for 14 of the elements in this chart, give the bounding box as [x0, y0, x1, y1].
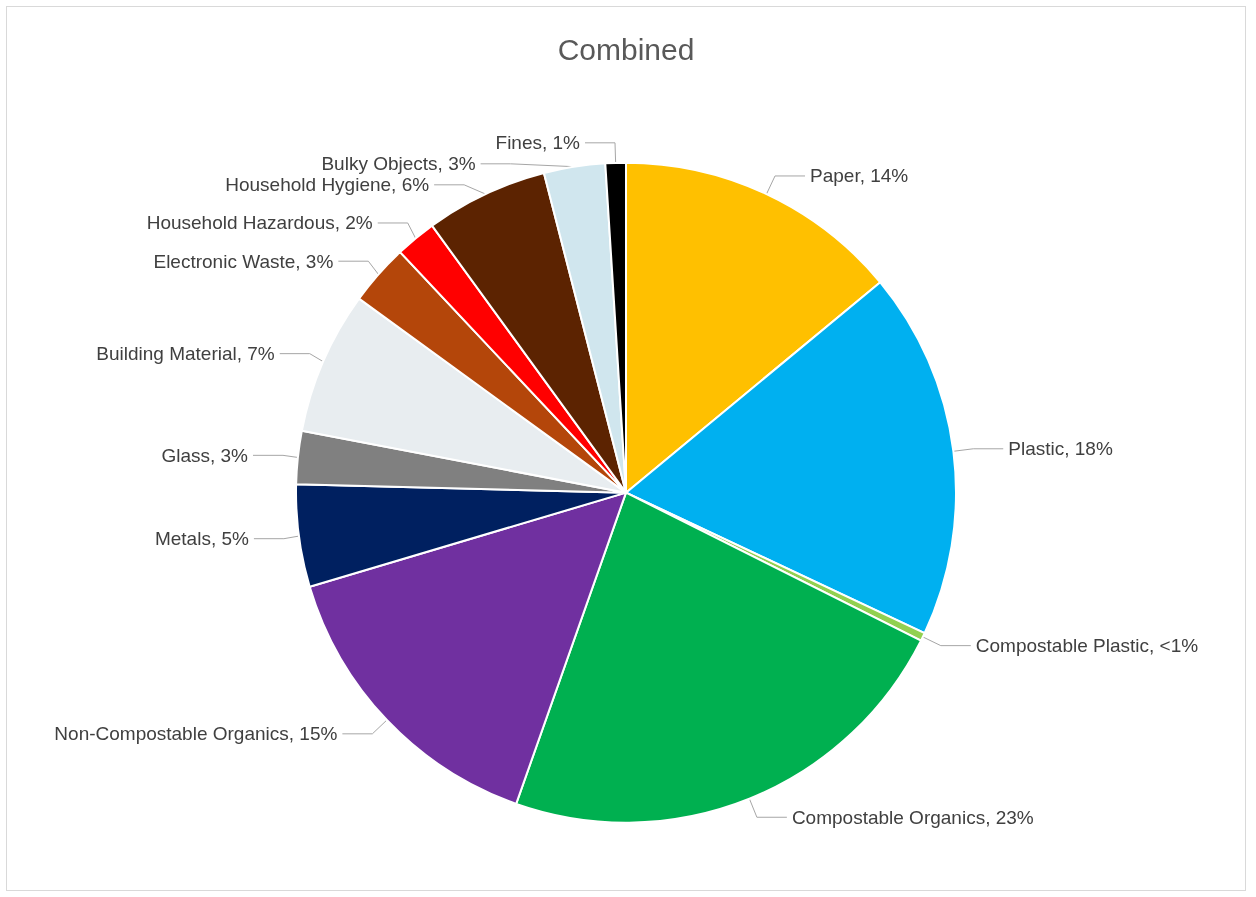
slice-label: Fines, 1% — [495, 132, 581, 154]
slice-label: Building Material, 7% — [96, 343, 275, 365]
chart-title: Combined — [557, 32, 695, 66]
slice-label: Non-Compostable Organics, 15% — [54, 723, 338, 745]
slice-label: Bulky Objects, 3% — [321, 153, 476, 175]
slice-label: Plastic, 18% — [1008, 438, 1113, 460]
slice-label: Compostable Organics, 23% — [791, 806, 1034, 828]
slice-label: Paper, 14% — [810, 165, 909, 187]
slice-label: Metals, 5% — [154, 528, 250, 550]
slice-label: Compostable Plastic, <1% — [975, 635, 1199, 657]
slice-label: Household Hygiene, 6% — [225, 174, 430, 196]
slice-label: Household Hazardous, 2% — [146, 212, 373, 234]
slice-label: Glass, 3% — [161, 444, 249, 466]
slice-label: Electronic Waste, 3% — [153, 250, 334, 272]
